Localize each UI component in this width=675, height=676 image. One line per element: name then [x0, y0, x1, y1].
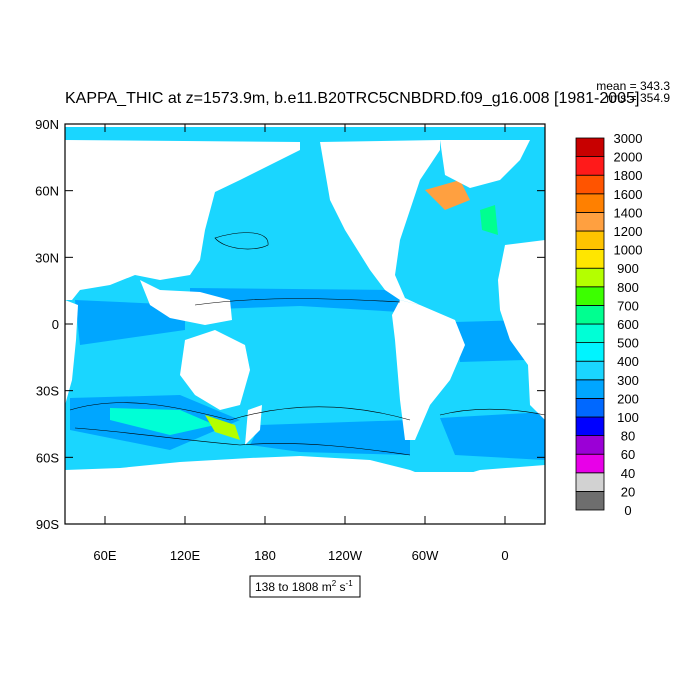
colorbar-box [575, 156, 605, 176]
x-tick-label: 120W [328, 548, 363, 563]
info-frame [249, 575, 361, 598]
colorbar-box [575, 453, 605, 474]
colorbar-box [575, 174, 605, 195]
colorbar-box [575, 193, 605, 213]
colorbar-box [575, 286, 605, 306]
info-exp: 2 [332, 579, 337, 588]
colorbar-label: 1600 [614, 187, 643, 202]
colorbar-box [575, 342, 605, 362]
colorbar-label: 40 [621, 466, 635, 481]
colorbar-label: 900 [617, 261, 639, 276]
colorbar-box [575, 230, 605, 251]
colorbar-label: 1000 [614, 243, 643, 258]
y-tick-label: 60S [36, 450, 59, 465]
colorbar-label: 300 [617, 373, 639, 388]
colorbar-label: 60 [621, 447, 635, 462]
colorbar-label: 800 [617, 280, 639, 295]
x-tick-label: 120E [170, 548, 201, 563]
colorbar-label: 2000 [614, 150, 643, 165]
ocean-band [250, 420, 410, 455]
x-tick-label: 180 [254, 548, 276, 563]
ocean-patch [425, 180, 470, 210]
info-exp: -1 [346, 579, 354, 588]
colorbar-label: 1200 [614, 224, 643, 239]
x-tick-label: 0 [501, 548, 508, 563]
colorbar-label: 200 [617, 391, 639, 406]
info-box: 138 to 1808 m2 s-1 [249, 575, 361, 598]
colorbar-label: 0 [624, 503, 631, 518]
colorbar-box [575, 490, 605, 511]
colorbar-label: 1800 [614, 168, 643, 183]
colorbar-label: 700 [617, 298, 639, 313]
colorbar-box [575, 360, 605, 381]
y-tick-label: 60N [35, 184, 59, 199]
land [65, 140, 545, 524]
colorbar-box [575, 323, 605, 344]
colorbar-label: 400 [617, 354, 639, 369]
y-tick-label: 0 [52, 317, 59, 332]
x-tick-label: 60W [412, 548, 439, 563]
x-tick-label: 60E [93, 548, 116, 563]
colorbar-label: 80 [621, 429, 635, 444]
ocean-patch [480, 205, 498, 235]
colorbar-box [575, 211, 605, 232]
colorbar-box [575, 249, 605, 269]
info-text: 138 to 1808 m [255, 580, 332, 594]
colorbar-label: 600 [617, 317, 639, 332]
colorbar-box [575, 267, 605, 288]
stat-label: rms = 354.9 [606, 91, 670, 105]
colorbar-box [575, 472, 605, 492]
ocean-band [75, 300, 185, 345]
ocean-patch [205, 415, 240, 440]
y-tick-label: 90N [35, 117, 59, 132]
colorbar-box [575, 435, 605, 455]
info-label: 138 to 1808 m2 s-1 [255, 579, 353, 594]
colorbar-label: 100 [617, 410, 639, 425]
ocean-band [440, 412, 545, 460]
map [64, 123, 546, 525]
contour-lines [69, 232, 546, 456]
colorbar-label: 20 [621, 484, 635, 499]
colorbar-label: 1400 [614, 205, 643, 220]
colorbar-box [575, 379, 605, 399]
colorbar-box [575, 397, 605, 418]
info-unit: s [336, 580, 345, 594]
colorbar-box [575, 304, 605, 325]
colorbar-box [575, 416, 605, 437]
colorbar-box [575, 137, 605, 158]
stat-label: mean = 343.3 [596, 79, 670, 93]
chart-title: KAPPA_THIC at z=1573.9m, b.e11.B20TRC5CN… [65, 90, 639, 107]
ocean-band [190, 288, 400, 312]
colorbar-label: 500 [617, 336, 639, 351]
ocean-patch [110, 408, 215, 435]
y-tick-label: 30S [36, 384, 59, 399]
y-tick-label: 90S [36, 517, 59, 532]
colorbar-label: 3000 [614, 131, 643, 146]
y-tick-label: 30N [35, 250, 59, 265]
